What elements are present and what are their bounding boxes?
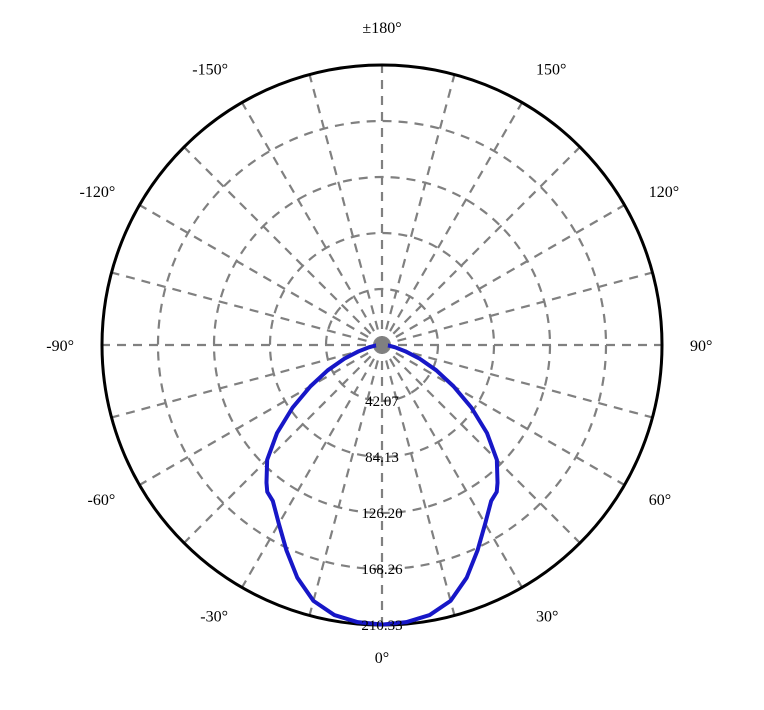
radial-tick-label: 168.26: [361, 562, 403, 578]
angle-tick-label: 60°: [649, 492, 671, 509]
angle-tick-label: -30°: [200, 609, 228, 626]
angle-tick-label: 90°: [690, 338, 712, 355]
radial-tick-label: 42.07: [365, 394, 399, 410]
angle-tick-label: -150°: [192, 61, 228, 78]
radial-tick-label: 126.20: [361, 506, 402, 522]
angle-tick-label: -120°: [80, 184, 116, 201]
angle-tick-label: ±180°: [362, 20, 401, 37]
radial-tick-label: 210.33: [361, 618, 402, 634]
polar-chart: 42.07 84.13 126.20 168.26 210.33 0° 30° 60° 90° 1…: [0, 0, 764, 710]
angle-tick-label: 30°: [536, 609, 558, 626]
angle-tick-label: 120°: [649, 184, 679, 201]
radial-tick-label: 84.13: [365, 450, 399, 466]
angle-tick-label: -60°: [88, 492, 116, 509]
angle-tick-label: 0°: [375, 650, 389, 667]
center-marker: [376, 339, 388, 351]
angle-tick-label: 150°: [536, 61, 566, 78]
angle-tick-label: -90°: [46, 338, 74, 355]
